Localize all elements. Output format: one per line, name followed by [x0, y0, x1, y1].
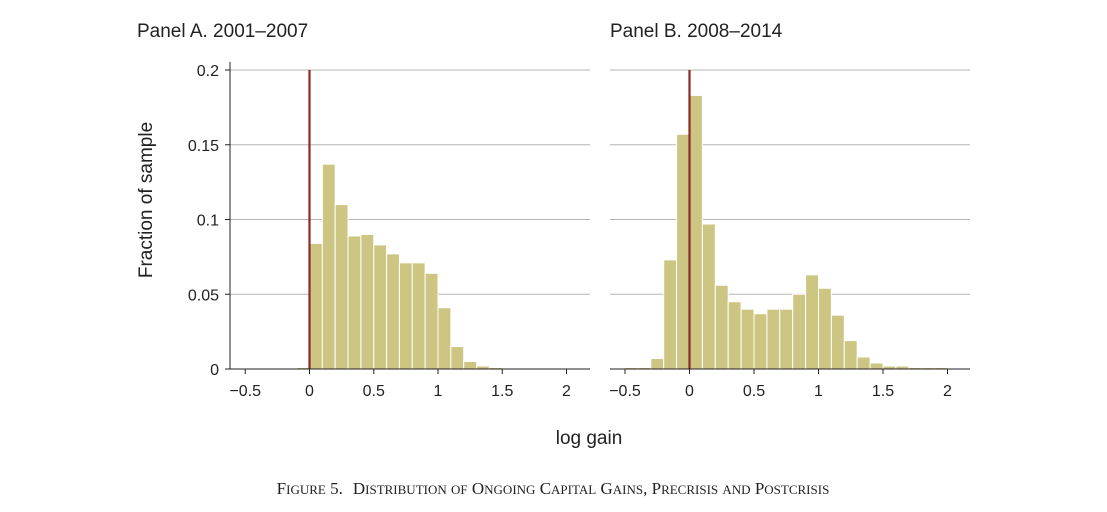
x-tick-label: 0: [305, 383, 314, 400]
histogram-bar: [398, 262, 413, 370]
x-tick-label: 0: [685, 383, 694, 400]
x-axis-label: log gain: [556, 428, 623, 449]
histogram-bar: [463, 361, 478, 370]
panel-a-title: Panel A. 2001–2007: [137, 21, 308, 42]
histogram-bar: [676, 133, 690, 370]
histogram-bar: [663, 259, 678, 370]
y-tick-label: 0.2: [197, 63, 219, 80]
histogram-bar: [321, 163, 336, 370]
x-tick-label: 0.5: [743, 383, 765, 400]
x-tick-label: 2: [943, 383, 952, 400]
panel-b: Panel B. 2008–2014 −0.5 0 0.5 1 1.5 2: [609, 21, 970, 400]
histogram-bar: [424, 272, 439, 370]
histogram-bar: [701, 223, 716, 370]
histogram-bar: [373, 244, 388, 370]
figure-caption: FIGURE 5. DISTRIBUTION OF ONGOING CAPITAL…: [277, 479, 830, 498]
histogram-bar: [650, 358, 665, 370]
histogram-bar: [740, 308, 755, 370]
histogram-bar: [753, 313, 768, 370]
panel-a-axes: [229, 62, 590, 370]
x-tick-label: 2: [562, 383, 571, 400]
caption-title: DISTRIBUTION OF ONGOING CAPITAL GAINS, P…: [353, 479, 829, 498]
y-tick-label: 0.1: [197, 213, 219, 230]
x-tick-label: 1.5: [872, 383, 894, 400]
x-tick-label: −0.5: [229, 383, 261, 400]
histogram-bar: [309, 242, 323, 370]
histogram-bar: [437, 307, 452, 370]
panel-a-bars: [296, 163, 503, 370]
x-tick-label: 1.5: [491, 383, 513, 400]
histogram-bar: [856, 356, 871, 370]
histogram-bar: [766, 308, 781, 370]
histogram-bar: [843, 340, 858, 370]
histogram-bar: [411, 262, 426, 370]
histogram-bar: [830, 314, 845, 370]
panel-b-title: Panel B. 2008–2014: [610, 21, 783, 42]
histogram-bar: [869, 362, 884, 370]
panel-a-gridlines: [230, 69, 590, 295]
x-tick-label: 1: [434, 383, 443, 400]
panel-a: Panel A. 2001–2007 −0.5 0 0.5 1 1.5 2 0 0.05 0.1…: [137, 21, 590, 400]
panel-b-gridlines: [610, 69, 970, 295]
histogram-bar: [334, 204, 349, 370]
histogram-bar: [779, 308, 794, 370]
panel-a-ticks: −0.5 0 0.5 1 1.5 2 0 0.05 0.1 0.15 0.2: [188, 63, 571, 400]
histogram-bar: [450, 346, 465, 370]
x-tick-label: 0.5: [363, 383, 385, 400]
histogram-bar: [818, 287, 832, 370]
histogram-bar: [727, 301, 742, 370]
panel-b-bars: [624, 94, 948, 370]
caption-label: FIGURE 5.: [277, 479, 343, 498]
panel-b-axes: [610, 70, 970, 370]
histogram-bar: [792, 293, 807, 370]
x-tick-label: 1: [814, 383, 823, 400]
y-axis-label: Fraction of sample: [136, 122, 157, 278]
histogram-bar: [360, 233, 375, 370]
histogram-bar: [714, 284, 729, 370]
panel-b-ticks: −0.5 0 0.5 1 1.5 2: [609, 369, 952, 400]
histogram-bar: [386, 253, 400, 370]
y-tick-label: 0: [210, 362, 219, 379]
histogram-bar: [689, 94, 703, 370]
y-tick-label: 0.15: [188, 138, 219, 155]
x-tick-label: −0.5: [609, 383, 641, 400]
histogram-bar: [347, 235, 362, 370]
histogram-bar: [805, 274, 819, 370]
y-tick-label: 0.05: [188, 287, 219, 304]
